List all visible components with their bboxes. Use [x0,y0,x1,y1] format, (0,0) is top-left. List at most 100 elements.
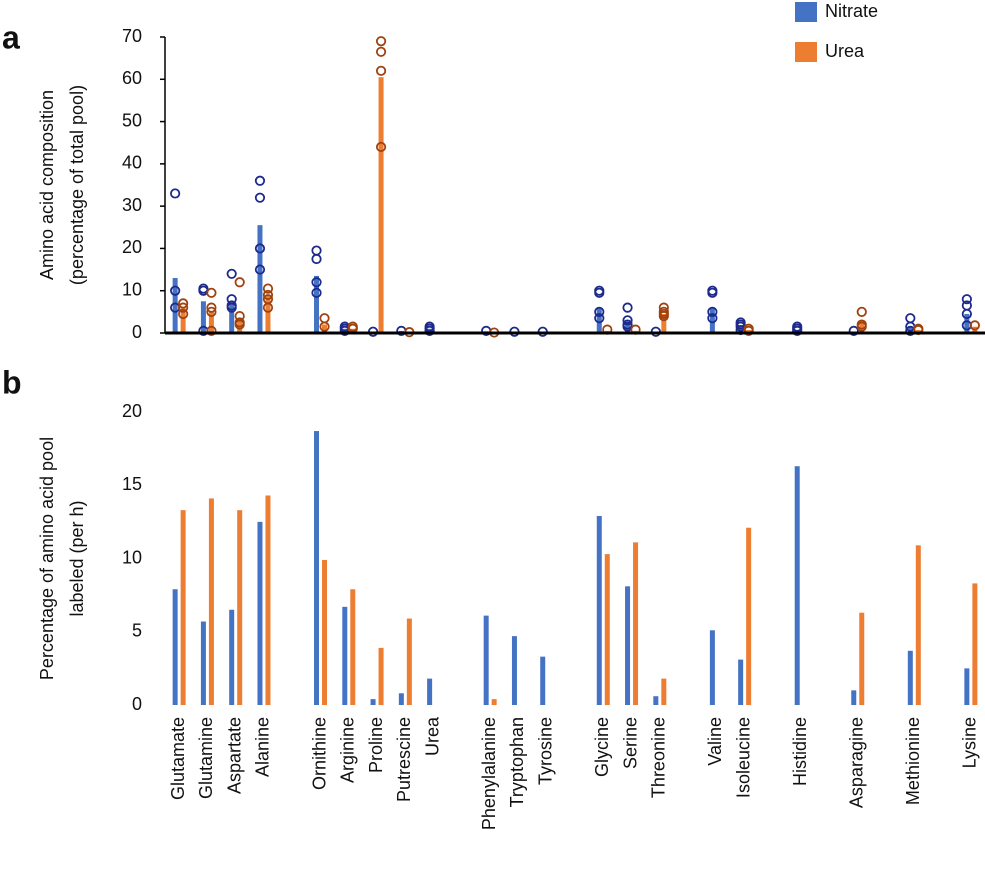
legend-label: Urea [825,41,865,61]
y-tick-label: 0 [132,694,142,714]
y-tick-label: 50 [122,110,142,130]
data-point [319,313,330,324]
bar [322,559,328,705]
x-tick-label: Glutamine [196,717,216,799]
data-point [594,287,605,298]
bar [709,307,715,333]
y-axis-label: Percentage of amino acid pool [37,437,57,680]
legend-swatch [795,42,817,62]
bar [172,278,178,333]
data-point [254,264,266,275]
data-point [424,325,435,336]
data-point [254,243,266,254]
x-tick-label: Ornithine [309,717,329,790]
bar [709,630,715,705]
data-point [234,277,245,288]
bar [229,303,235,333]
data-point [848,325,859,336]
bar [859,320,865,333]
y-axis-label: labeled (per h) [67,500,87,616]
bar [604,554,610,705]
data-point [206,306,217,317]
data-point [594,306,605,317]
bar [172,589,178,705]
bar [180,510,186,705]
y-tick-label: 15 [122,474,142,494]
bar [406,618,412,705]
bar [229,609,235,705]
bar [378,647,384,705]
data-point [622,302,633,313]
data-point [206,325,217,336]
data-point [658,310,669,322]
bar [265,495,271,705]
x-tick-label: Proline [366,717,386,773]
x-tick-label: Phenylalanine [479,717,499,830]
bar [237,510,243,705]
bar [625,322,631,333]
x-tick-label: Histidine [790,717,810,786]
bar [851,690,857,705]
data-point [262,302,274,313]
data-point [178,298,189,309]
bar [625,586,631,705]
data-point [254,192,266,203]
bar [370,699,376,705]
bar [746,527,752,705]
data-point [622,315,633,326]
data-point [311,277,322,288]
y-tick-label: 30 [122,195,142,215]
x-tick-label: Tryptophan [507,717,527,807]
x-tick-label: Putrescine [394,717,414,802]
bar [314,431,320,705]
bar [237,318,243,333]
panel-label: b [2,364,22,400]
bar [964,313,970,333]
y-tick-label: 70 [122,26,142,46]
bar [483,615,489,705]
y-tick-label: 40 [122,153,142,173]
bar [378,77,384,334]
bar [661,678,667,705]
x-tick-label: Isoleucine [733,717,753,798]
data-point [707,306,718,317]
data-point [375,65,387,76]
data-point [743,325,754,336]
data-point [969,320,980,331]
data-point [311,245,322,256]
legend-label: Nitrate [825,1,878,21]
data-point [311,253,322,265]
bar [200,301,206,333]
bar [964,668,970,705]
bar [738,659,744,705]
bar [257,521,263,705]
bar [661,313,667,333]
data-point [319,321,330,332]
data-point [226,268,237,279]
x-tick-label: Tyrosine [535,717,555,785]
x-tick-label: Aspartate [224,717,244,794]
data-point [375,36,387,47]
data-point [594,313,605,324]
y-tick-label: 10 [122,279,142,299]
y-tick-label: 10 [122,547,142,567]
x-tick-label: Glutamate [168,717,188,800]
bar [633,542,639,705]
x-tick-label: Glycine [592,717,612,777]
bar [915,545,921,705]
bar [257,225,263,333]
x-tick-label: Alanine [253,717,273,777]
data-point [178,302,189,313]
bar [322,324,328,333]
x-tick-label: Lysine [960,717,980,768]
bar [907,326,913,333]
bar [208,498,214,705]
y-tick-label: 60 [122,68,142,88]
bar [596,307,602,333]
y-axis-label: (percentage of total pool) [67,85,87,285]
bar [342,606,348,705]
data-point [375,46,387,57]
data-point [170,285,181,296]
bar [907,650,913,705]
